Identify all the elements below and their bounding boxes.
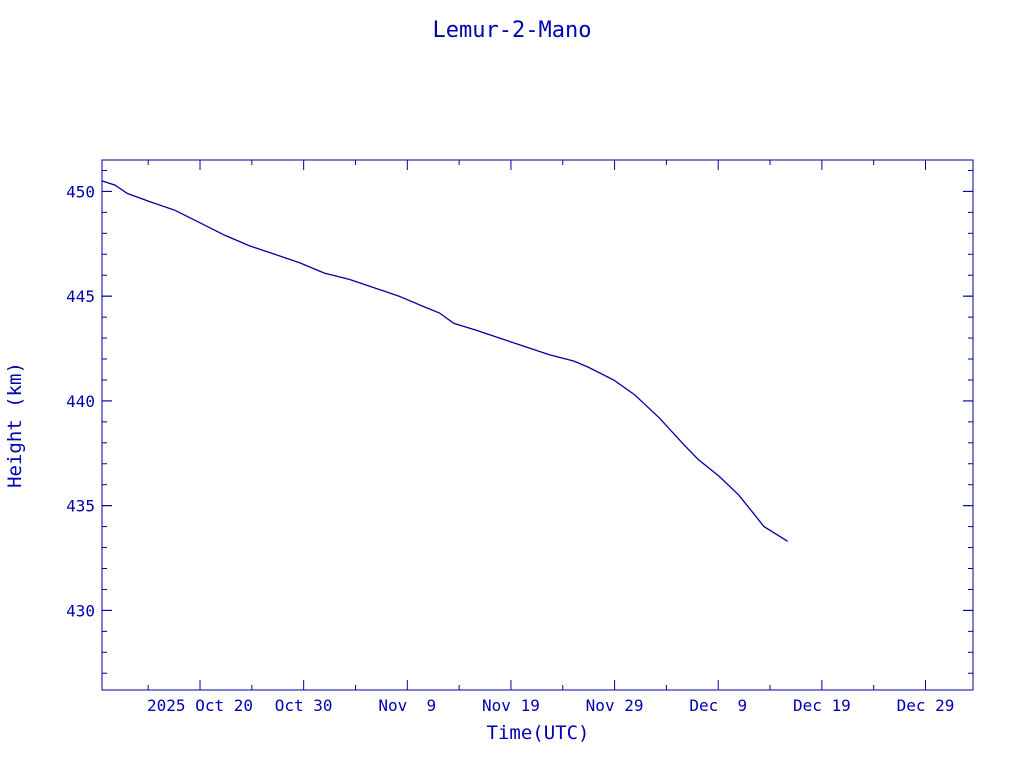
x-tick-label: Nov 19 (482, 696, 540, 715)
x-tick-label: Nov 29 (586, 696, 644, 715)
chart-title: Lemur-2-Mano (433, 18, 592, 43)
x-tick-label: Nov 9 (378, 696, 436, 715)
y-tick-label: 435 (66, 497, 95, 516)
y-tick-label: 430 (66, 601, 95, 620)
x-tick-label: Dec 19 (793, 696, 851, 715)
y-tick-label: 445 (66, 287, 95, 306)
x-tick-label: Dec 9 (689, 696, 747, 715)
plot-frame (101, 159, 974, 691)
x-tick-label: 2025 Oct 20 (147, 696, 253, 715)
y-tick-label: 440 (66, 392, 95, 411)
y-tick-label: 450 (66, 182, 95, 201)
x-axis-label: Time(UTC) (487, 722, 590, 744)
y-axis-label: Height (km) (4, 362, 26, 488)
x-tick-label: Oct 30 (275, 696, 333, 715)
x-tick-label: Dec 29 (897, 696, 955, 715)
height-series-line (101, 180, 789, 542)
